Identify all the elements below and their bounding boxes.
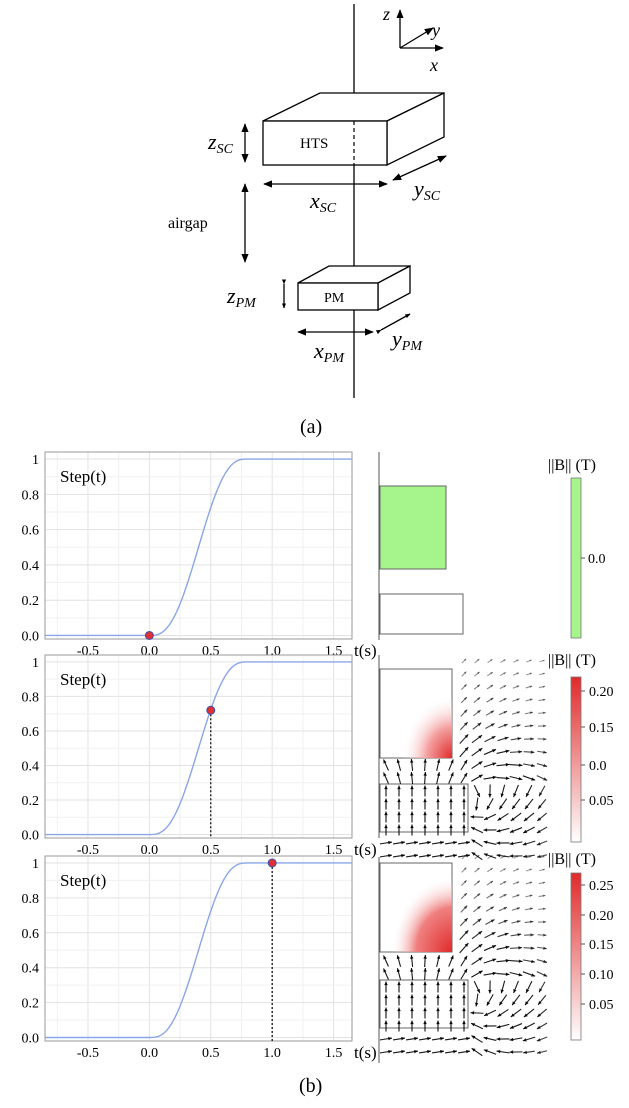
colorbar-tick: 0.25 [589,879,614,894]
plot-frame [44,654,353,839]
axis-x-label: x [429,55,438,75]
colorbar-1-tick: 0.0 [588,552,606,567]
caption-a: (a) [300,416,322,438]
y-tick-label: 0.4 [22,559,40,574]
pm-box: PM [297,264,411,312]
caption-b: (b) [299,1075,322,1097]
hts-block-green [379,485,447,570]
y-tick-label: 0.2 [22,997,40,1012]
airgap-label: airgap [168,215,208,232]
field-panel-3: ||B|| (T) 0.25 0.20 0.15 0.10 0.05 [378,851,614,1063]
field-vectors-2 [379,658,548,861]
colorbar-3 [570,872,582,1041]
y-tick-label: 1 [32,453,39,468]
diagram-a: z y x HTS zSC xSC ySC airgap PM [168,4,447,438]
y-tick-label: 1 [32,656,39,671]
colorbar-tick: 0.20 [589,685,614,700]
x-tick-label: 0.5 [202,843,220,858]
time-marker [144,630,154,640]
y-tick-label: 0.6 [22,725,40,740]
y-tick-label: 0.0 [22,1032,40,1047]
y-tick-label: 0.2 [22,794,40,809]
hts-label: HTS [300,136,328,152]
y-sc-label: ySC [412,176,441,204]
x-pm-label: xPM [313,338,345,366]
y-tick-label: 0.0 [22,829,40,844]
colorbar-tick: 0.15 [589,721,614,736]
field-panel-1: ||B|| (T) 0.0 [378,452,606,640]
y-tick-label: 0.6 [22,524,40,539]
x-sc-label: xSC [309,188,337,216]
step-chart-2: -0.5 0.0 0.5 1.0 1.5 0.0 0.2 0.4 0.6 0.8 1 t(s) Step… [22,654,377,859]
colorbar-tick: 0.05 [589,794,614,809]
chart-title: Step(t) [60,467,106,486]
x-tick-label: 1.0 [263,1046,281,1061]
y-tick-label: 0.8 [22,488,40,503]
colorbar-3-label: ||B|| (T) [548,851,596,868]
y-tick-label: 1 [32,857,39,872]
step-curve [45,862,352,1039]
colorbar-2 [570,676,582,843]
step-chart-1: -0.5 0.0 0.5 1.0 1.50.00.20.40.60.81t(s)Step… [22,451,377,660]
x-axis-label: t(s) [354,641,377,660]
x-tick-label: 1.5 [325,1046,343,1061]
colorbar-tick: 0.0 [589,759,607,774]
pm-block [379,593,464,635]
colorbar-1-label: ||B|| (T) [548,457,596,474]
pm-block-3 [379,979,469,1029]
y-pm-label: yPM [390,326,423,354]
time-marker [267,858,277,868]
field-vectors-3 [379,854,548,1057]
colorbar-tick: 0.20 [589,909,614,924]
colorbar-tick: 0.05 [589,998,614,1013]
x-tick-label: 1.0 [263,843,281,858]
pm-block-2 [379,783,469,833]
x-axis-label: t(s) [354,1043,377,1062]
step-chart-3: -0.5 0.0 0.5 1.0 1.5 0.0 0.2 0.4 0.6 0.8 1 t(s) Step… [22,855,377,1062]
time-marker [206,705,216,715]
x-tick-label: 0.0 [141,843,159,858]
field-panel-2: ||B|| (T) 0.20 0.15 0.0 0.05 [378,652,614,861]
chart-title: Step(t) [60,670,106,689]
coordinate-triad: z y x [382,4,444,75]
axis-z-label: z [382,4,390,24]
x-tick-label: -0.5 [77,1046,99,1061]
hts-box: HTS [262,91,445,167]
plot-frame [44,855,353,1042]
pm-label: PM [324,291,345,306]
colorbar-2-label: ||B|| (T) [548,652,596,669]
y-tick-label: 0.4 [22,759,40,774]
y-tick-label: 0.2 [22,594,40,609]
x-tick-label: 1.5 [325,843,343,858]
colorbar-1 [570,477,582,639]
colorbar-tick: 0.10 [589,968,614,983]
colorbar-tick: 0.15 [589,938,614,953]
x-tick-label: -0.5 [77,843,99,858]
x-tick-label: 0.5 [202,1046,220,1061]
y-tick-label: 0.6 [22,927,40,942]
plot-frame [44,451,353,640]
z-pm-label: zPM [226,283,257,311]
step-curve [45,661,352,836]
axis-y-label: y [430,20,440,40]
chart-title: Step(t) [60,871,106,890]
y-tick-label: 0.0 [22,629,40,644]
z-sc-label: zSC [207,129,234,157]
y-tick-label: 0.8 [22,690,40,705]
x-axis-label: t(s) [354,840,377,859]
step-curve [45,458,352,637]
x-tick-label: 0.0 [141,1046,159,1061]
y-tick-label: 0.4 [22,962,40,977]
y-tick-label: 0.8 [22,892,40,907]
